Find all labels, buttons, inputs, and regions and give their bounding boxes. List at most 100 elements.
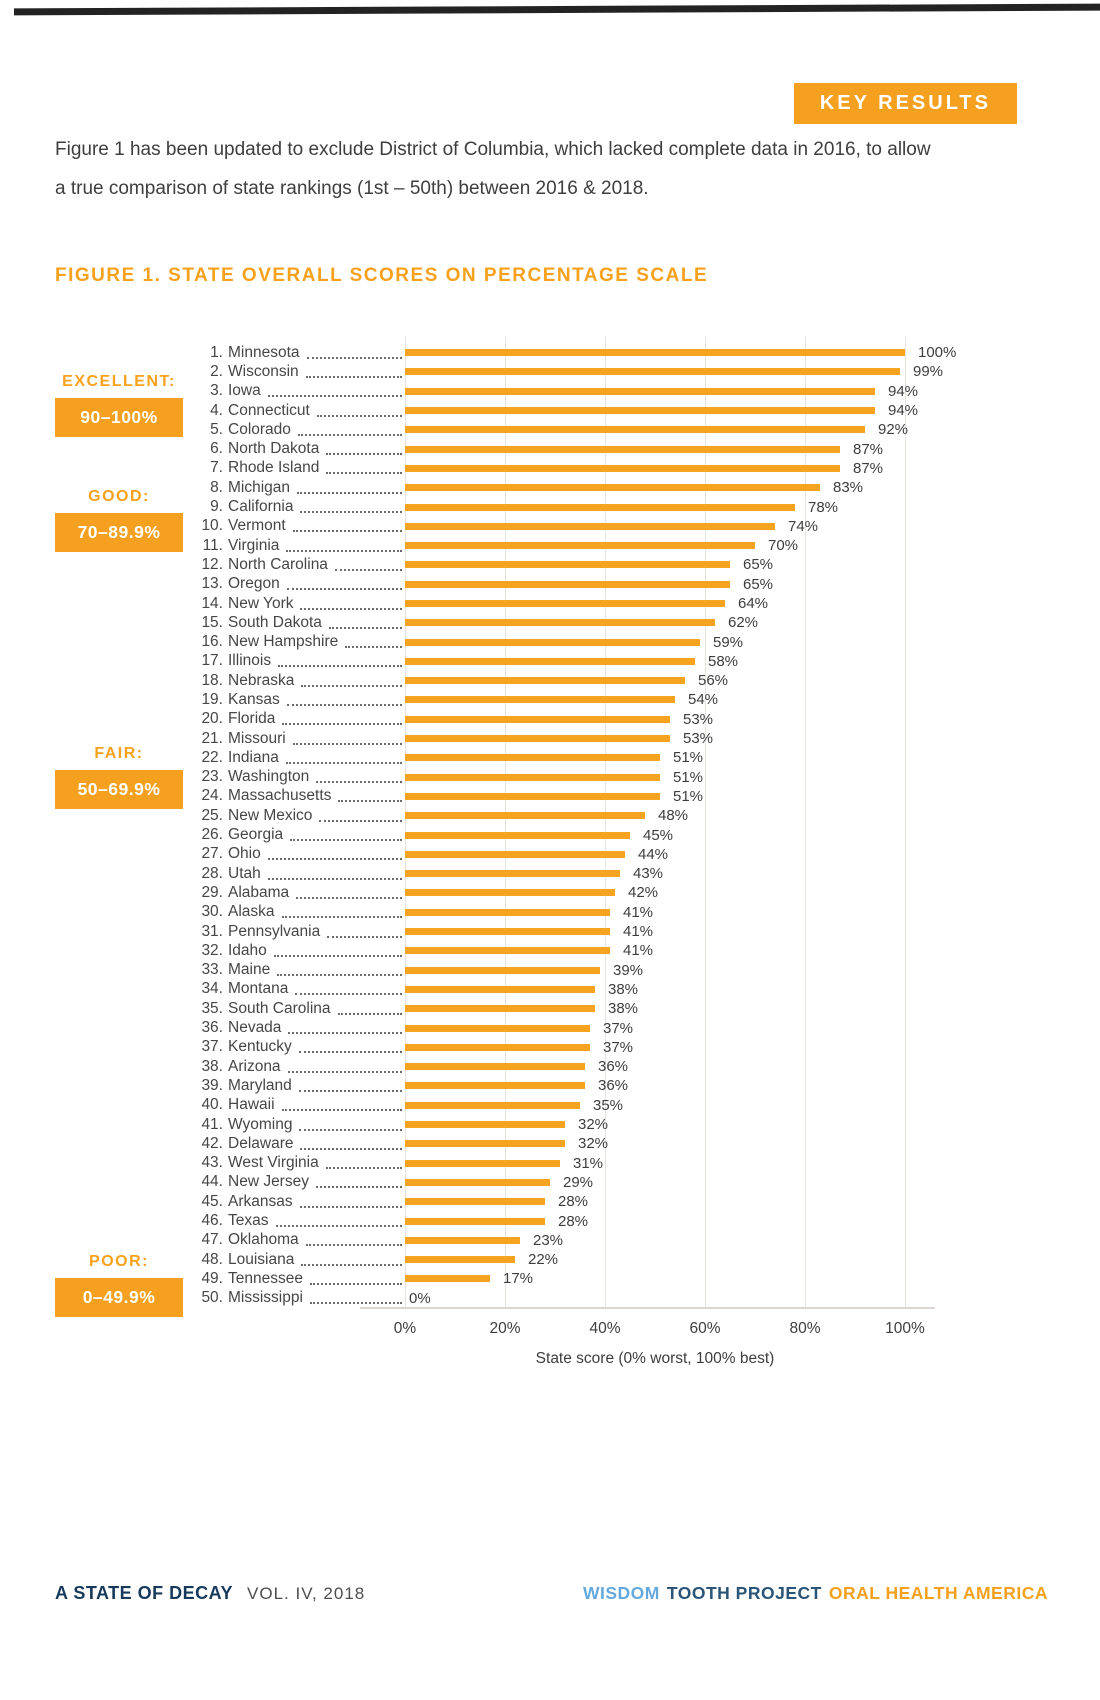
score-value: 23%: [533, 1231, 564, 1249]
bar-area: 87%: [405, 441, 1065, 458]
bar-area: 54%: [405, 691, 1065, 708]
score-value: 87%: [853, 440, 884, 458]
state-name: Louisiana: [228, 1250, 295, 1268]
score-bar: [405, 1178, 550, 1186]
state-name: Maryland: [228, 1076, 292, 1094]
chart-row: 4. Connecticut 94%: [195, 401, 1065, 420]
gridline: [405, 337, 406, 1308]
state-rank: 33.: [201, 961, 223, 979]
chart-row: 48. Louisiana 22%: [195, 1250, 1065, 1269]
chart-row: 3. Iowa 94%: [195, 382, 1065, 401]
state-label: 19. Kansas: [195, 691, 405, 709]
state-label: 8. Michigan: [195, 479, 405, 497]
bar-area: 31%: [405, 1155, 1065, 1172]
dotted-leader: [298, 1040, 402, 1054]
chart-row: 14. New York 64%: [195, 594, 1065, 613]
state-label: 28. Utah: [195, 865, 405, 883]
score-bar: [405, 484, 820, 492]
bar-area: 64%: [405, 595, 1065, 612]
dotted-leader: [273, 944, 402, 957]
score-value: 28%: [558, 1193, 589, 1211]
score-bar: [405, 387, 875, 395]
footer-organization: WISDOM TOOTH PROJECT ORAL HEALTH AMERICA: [583, 1583, 1048, 1604]
dotted-leader: [300, 1137, 402, 1150]
state-label: 37. Kentucky: [195, 1038, 405, 1056]
dotted-leader: [301, 1253, 402, 1266]
state-rank: 48.: [201, 1250, 223, 1268]
score-bar: [405, 735, 670, 743]
score-value: 100%: [918, 344, 957, 362]
state-rank: 42.: [201, 1134, 223, 1152]
chart-row: 32. Idaho 41%: [195, 941, 1065, 960]
state-rank: 43.: [201, 1154, 223, 1172]
state-rank: 6.: [210, 440, 223, 458]
state-rank: 35.: [201, 999, 223, 1017]
chart-row: 9. California 78%: [195, 497, 1065, 516]
state-label: 41. Wyoming: [195, 1116, 405, 1134]
dotted-leader: [292, 519, 402, 533]
state-label: 46. Texas: [195, 1212, 405, 1230]
bar-area: 37%: [405, 1020, 1065, 1037]
bar-area: 62%: [405, 614, 1065, 631]
dotted-leader: [286, 577, 402, 591]
state-name: Nevada: [228, 1019, 282, 1037]
state-rank: 32.: [201, 941, 223, 959]
score-bar: [405, 1063, 585, 1071]
x-tick-label: 100%: [885, 1319, 925, 1337]
chart-row: 18. Nebraska 56%: [195, 671, 1065, 690]
state-name: Tennessee: [228, 1269, 303, 1287]
state-name: South Dakota: [228, 613, 322, 631]
bar-area: 94%: [405, 402, 1065, 419]
chart-row: 36. Nevada 37%: [195, 1018, 1065, 1037]
score-value: 36%: [598, 1058, 629, 1076]
state-name: New Jersey: [228, 1173, 309, 1191]
score-bar: [405, 831, 630, 839]
state-name: Georgia: [228, 826, 284, 844]
state-label: 20. Florida: [195, 710, 405, 728]
rating-band-good: GOOD: 70–89.9%: [55, 488, 183, 552]
dotted-leader: [326, 442, 402, 456]
plot-baseline: [360, 1306, 935, 1309]
state-rank: 19.: [201, 690, 223, 708]
chart-row: 50. Mississippi 0%: [195, 1289, 1065, 1308]
gridline: [805, 337, 806, 1308]
state-rank: 40.: [201, 1096, 223, 1114]
dotted-leader: [306, 346, 402, 359]
dotted-leader: [281, 905, 402, 919]
bar-area: 59%: [405, 634, 1065, 651]
bar-area: 83%: [405, 479, 1065, 496]
score-value: 62%: [728, 614, 759, 632]
chart-row: 7. Rhode Island 87%: [195, 459, 1065, 478]
state-label: 47. Oklahoma: [195, 1231, 405, 1249]
x-tick-label: 20%: [489, 1319, 521, 1337]
score-bar: [405, 792, 660, 800]
score-value: 31%: [573, 1154, 604, 1172]
state-rank: 2.: [210, 362, 223, 380]
score-value: 65%: [743, 575, 774, 593]
score-bar: [405, 1043, 590, 1051]
score-value: 42%: [628, 884, 659, 902]
score-value: 35%: [593, 1096, 624, 1114]
dotted-leader: [337, 1002, 402, 1015]
state-rank: 8.: [210, 478, 223, 496]
score-value: 37%: [603, 1019, 634, 1037]
bar-area: 39%: [405, 962, 1065, 979]
dotted-leader: [295, 982, 402, 996]
bar-rows: 1. Minnesota 100% 2. Wisconsin 99% 3. Iowa 94% 4.…: [195, 343, 1065, 1308]
state-label: 25. New Mexico: [195, 807, 405, 825]
figure1-chart: EXCELLENT: 90–100% GOOD: 70–89.9% FAIR: …: [55, 337, 1065, 1368]
state-label: 14. New York: [195, 595, 405, 613]
score-bar: [405, 773, 660, 781]
score-bar: [405, 464, 840, 472]
score-bar: [405, 619, 715, 627]
chart-row: 23. Washington 51%: [195, 768, 1065, 787]
state-name: California: [228, 498, 294, 516]
chart-row: 15. South Dakota 62%: [195, 613, 1065, 632]
chart-row: 27. Ohio 44%: [195, 845, 1065, 864]
state-name: Florida: [228, 710, 276, 728]
bar-area: 78%: [405, 499, 1065, 516]
state-label: 24. Massachusetts: [195, 787, 405, 805]
state-label: 12. North Carolina: [195, 556, 405, 574]
state-label: 36. Nevada: [195, 1019, 405, 1037]
state-rank: 9.: [210, 498, 223, 516]
